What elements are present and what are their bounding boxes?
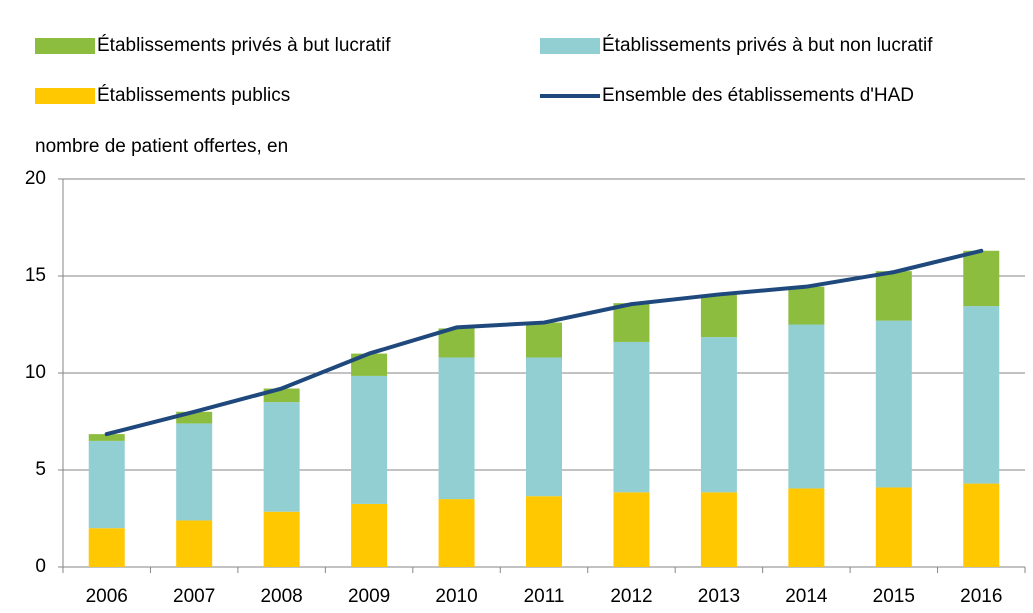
bar-segment: [88, 528, 125, 567]
bar-segment: [700, 492, 737, 567]
bar-segment: [700, 337, 737, 493]
bar-segment: [875, 487, 912, 567]
bar-segment: [700, 294, 737, 338]
legend-label: Ensemble des établissements d'HAD: [602, 85, 914, 106]
bar-segment: [963, 250, 1000, 307]
x-tick-label: 2015: [873, 586, 915, 607]
legend-label: Établissements publics: [97, 85, 290, 106]
x-tick-label: 2007: [173, 586, 215, 607]
bar-segment: [526, 496, 562, 567]
bar-segment: [263, 511, 300, 567]
bar-segment: [438, 357, 475, 500]
x-tick-label: 2009: [348, 586, 390, 607]
bar-segment: [176, 520, 213, 567]
bar-segment: [438, 499, 475, 567]
legend-swatch: [35, 88, 95, 104]
y-tick-label: 0: [35, 556, 46, 577]
legend-label: Établissements privés à but lucratif: [97, 35, 391, 56]
y-axis-label: nombre de patient offertes, en: [35, 136, 288, 157]
bar-segment: [613, 492, 650, 567]
y-tick-label: 20: [25, 168, 46, 189]
bar-segment: [351, 375, 388, 504]
bar-segment: [88, 434, 125, 441]
x-tick-label: 2008: [260, 586, 302, 607]
bar-segment: [788, 286, 825, 325]
y-tick-label: 10: [25, 362, 46, 383]
bar-segment: [176, 423, 213, 521]
bar-segment: [875, 271, 912, 321]
y-tick-label: 15: [25, 265, 46, 286]
legend-swatch: [35, 38, 95, 54]
x-tick-label: 2014: [785, 586, 828, 607]
bar-segment: [788, 324, 825, 489]
line-series: [104, 248, 984, 437]
x-tick-label: 2012: [610, 586, 652, 607]
bar-segment: [788, 488, 825, 567]
bar-segment: [875, 320, 912, 488]
bar-segment: [438, 328, 475, 358]
bar-segment: [613, 303, 650, 342]
bar-segment: [351, 503, 388, 567]
x-tick-label: 2016: [960, 586, 1002, 607]
bar-segment: [88, 440, 125, 529]
x-tick-label: 2013: [698, 586, 740, 607]
bar-segment: [526, 322, 562, 358]
x-tick-label: 2006: [86, 586, 128, 607]
bar-segment: [613, 341, 650, 493]
bar-segment: [963, 483, 1000, 567]
x-tick-label: 2011: [524, 586, 565, 607]
legend-swatch: [540, 38, 600, 54]
bar-segment: [176, 411, 213, 424]
bar-segment: [526, 357, 562, 497]
x-tick-label: 2010: [435, 586, 477, 607]
bar-segment: [963, 306, 1000, 484]
legend-label: Établissements privés à but non lucratif: [602, 35, 933, 56]
y-tick-label: 5: [35, 459, 46, 480]
bar-segment: [263, 402, 300, 512]
